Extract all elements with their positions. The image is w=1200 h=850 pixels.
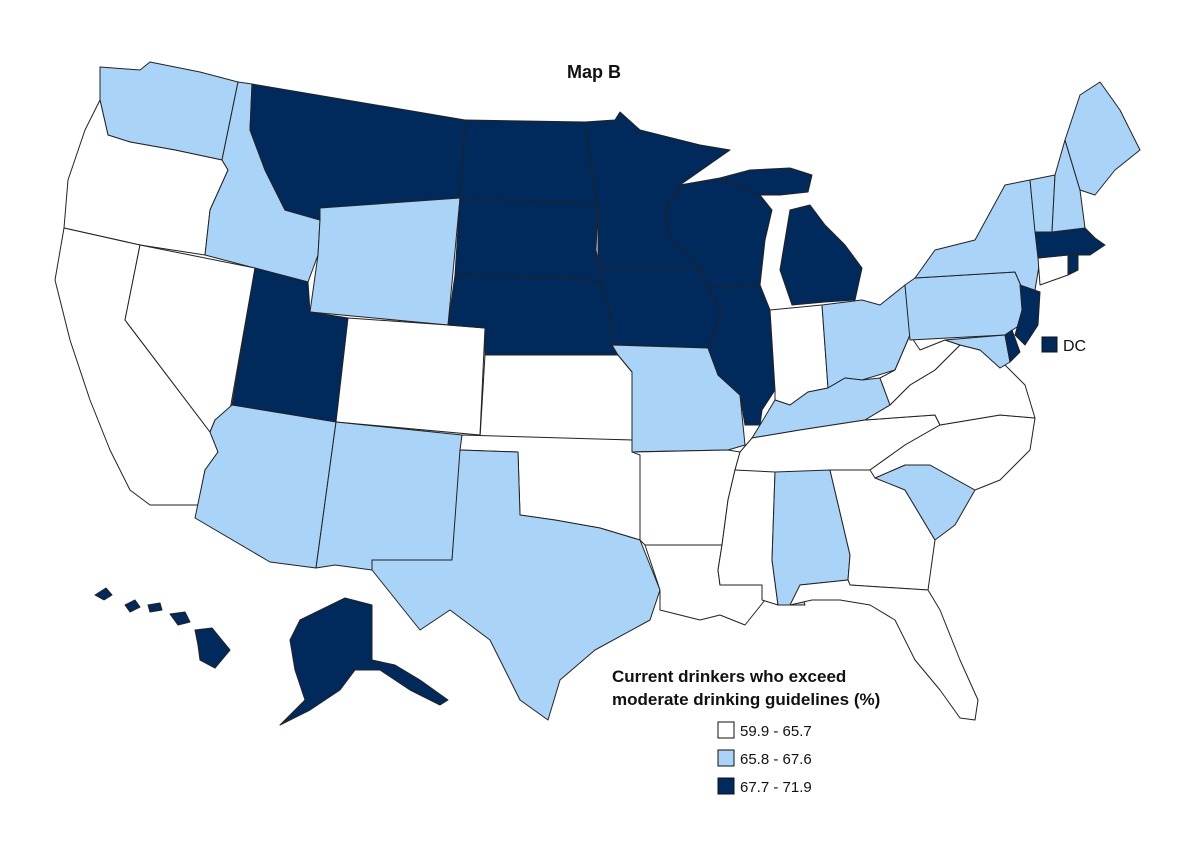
- dc-swatch: [1041, 336, 1058, 353]
- legend-title-line1: Current drinkers who exceed: [612, 667, 846, 686]
- state-colorado: [335, 317, 486, 436]
- legend-label-mid: 65.8 - 67.6: [740, 751, 812, 768]
- legend-title-line2: moderate drinking guidelines (%): [612, 690, 880, 709]
- state-connecticut: [1037, 254, 1069, 286]
- state-massachusetts: [1034, 227, 1106, 259]
- state-florida: [789, 579, 979, 721]
- state-maine: [1064, 81, 1141, 196]
- state-hawaii: [94, 587, 231, 669]
- state-texas: [371, 449, 661, 721]
- legend-label-high: 67.7 - 71.9: [740, 779, 812, 796]
- state-illinois: [707, 284, 776, 426]
- state-south-dakota: [454, 197, 603, 286]
- state-pennsylvania: [904, 271, 1026, 341]
- state-kansas: [479, 354, 633, 441]
- state-wyoming: [309, 197, 461, 326]
- state-north-dakota: [459, 119, 599, 206]
- legend-label-low: 59.9 - 65.7: [740, 723, 812, 740]
- state-iowa: [597, 267, 723, 349]
- legend: Current drinkers who exceed moderate dri…: [612, 667, 880, 796]
- state-new-hampshire: [1051, 139, 1086, 233]
- legend-swatch-low: [717, 721, 735, 739]
- state-rhode-island: [1067, 254, 1079, 276]
- map-title: Map B: [567, 62, 621, 82]
- state-new-mexico: [315, 421, 463, 571]
- state-vermont: [1029, 174, 1056, 233]
- state-arizona: [194, 404, 337, 569]
- legend-swatch-high: [717, 777, 735, 795]
- dc-label: DC: [1063, 338, 1086, 355]
- legend-swatch-mid: [717, 749, 735, 767]
- state-michigan-lower: [779, 204, 863, 306]
- state-michigan-upper: [719, 167, 813, 196]
- state-delaware: [1004, 329, 1021, 363]
- state-north-carolina: [869, 414, 1036, 491]
- state-new-jersey: [1014, 284, 1041, 346]
- state-alaska: [279, 597, 449, 726]
